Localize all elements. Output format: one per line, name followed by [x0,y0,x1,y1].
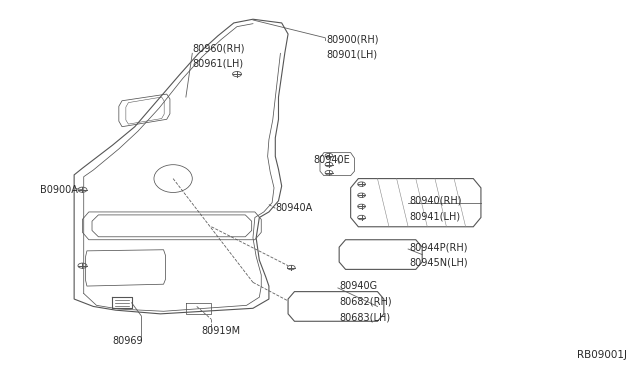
Text: 80901(LH): 80901(LH) [326,49,378,60]
Text: 80945N(LH): 80945N(LH) [410,258,468,268]
Text: 80919M: 80919M [202,326,241,336]
Text: B0900A: B0900A [40,185,78,195]
Text: 80944P(RH): 80944P(RH) [410,242,468,252]
Text: 80960(RH): 80960(RH) [192,44,244,54]
Text: 80940A: 80940A [275,203,312,213]
Text: 80900(RH): 80900(RH) [326,35,379,45]
Text: RB09001J: RB09001J [577,350,627,360]
Text: 80969: 80969 [113,336,143,346]
Text: 80940G: 80940G [339,281,378,291]
Text: 80941(LH): 80941(LH) [410,211,461,221]
Text: 80961(LH): 80961(LH) [192,59,243,69]
Text: 80682(RH): 80682(RH) [339,296,392,307]
Text: 80940(RH): 80940(RH) [410,196,462,206]
Text: 80940E: 80940E [314,155,350,165]
Text: 80683(LH): 80683(LH) [339,312,390,322]
